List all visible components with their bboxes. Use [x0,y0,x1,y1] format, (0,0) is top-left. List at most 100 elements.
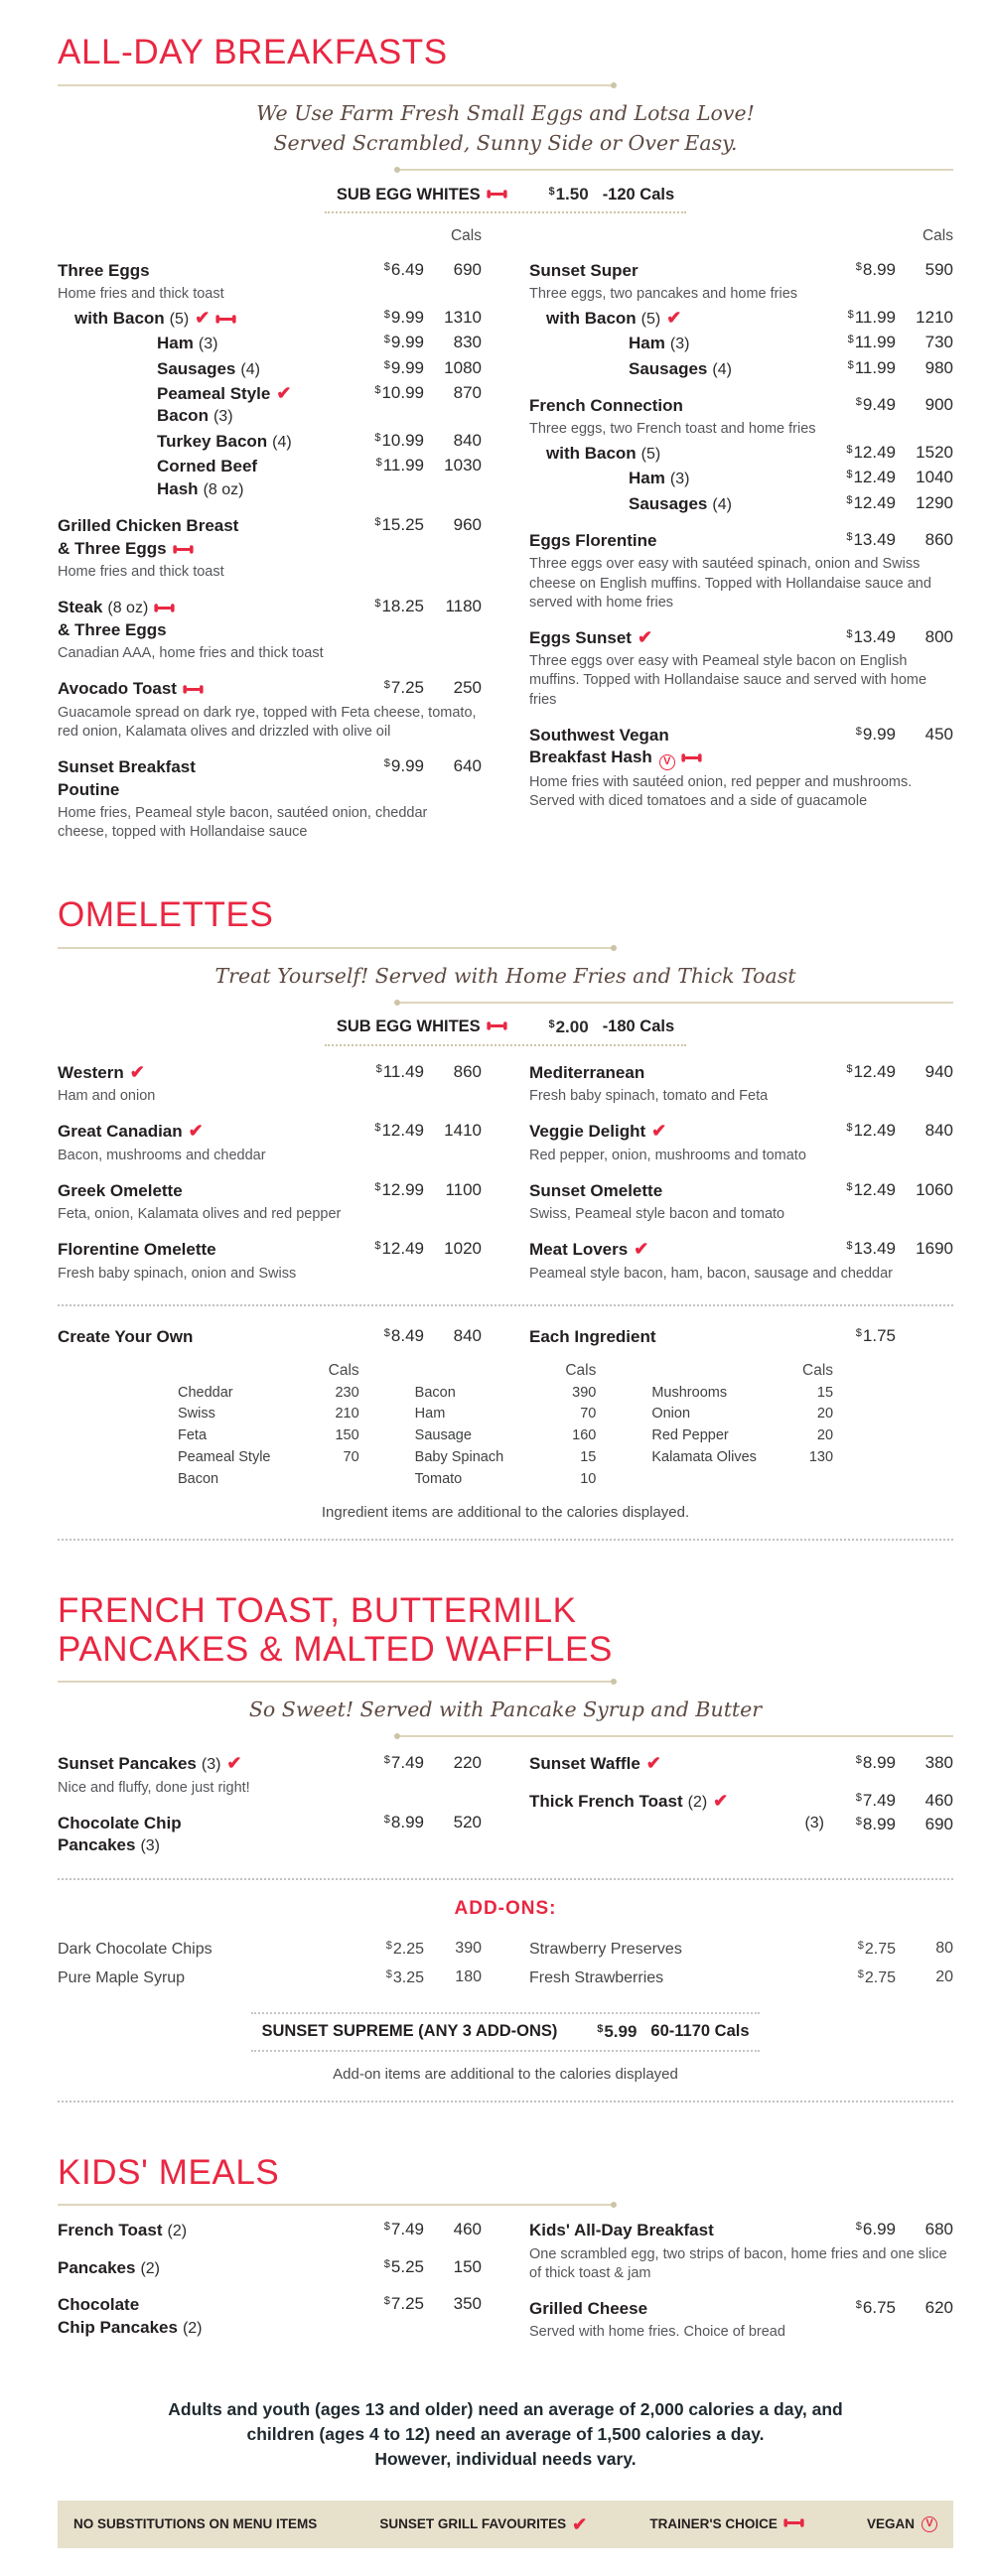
favourite-check-icon: ✔ [637,626,653,647]
currency-sign: $ [855,725,862,738]
item-name: Sunset Waffle ✔ [529,1753,830,1775]
item-cals: 220 [453,1753,482,1773]
item-qty: (3) [669,336,690,353]
trainers-choice-dumbbell-icon [487,1018,507,1035]
ingredient-cals: 20 [816,1427,834,1444]
item-name-text: Fresh Strawberries [529,1969,664,1987]
sub-banner: SUB EGG WHITES $2.00 -180 Cals [58,1017,953,1046]
ingredient-row: Tomato 10 [415,1469,597,1491]
menu-item: Sausages (4) $11.99 980 [529,358,953,380]
cals-header-label: Cals [328,1362,359,1380]
item-name-text: Poutine [58,779,120,799]
menu-item: Sunset Omelette $12.49 1060 Swiss, Peameal … [529,1180,953,1225]
menu-column: Cals Sunset Super $8.99 590 Three eggs, two … [529,227,953,845]
item-price: $11.99 [847,307,896,327]
favourite-check-icon: ✔ [651,1121,667,1142]
item-name-text: Veggie Delight [529,1122,646,1142]
item-name: Fresh Strawberries [529,1968,830,1988]
item-name: Sausages (4) [529,358,830,380]
item-price: $7.49 [383,1753,424,1773]
item-qty: (2) [182,2319,203,2337]
legend-label: SUNSET GRILL FAVOURITES [379,2516,567,2532]
item-price: $2.00 [548,1017,589,1036]
subtitle-rule [393,999,953,1006]
item-name: Greek Omelette [58,1180,358,1202]
item-cals: 1520 [916,442,953,462]
legend-item: NO SUBSTITUTIONS ON MENU ITEMS [73,2516,317,2531]
cals-header-label: Cals [450,227,482,244]
ingredient-name: Ham [414,1406,446,1423]
item-description: Home fries with sautéed onion, red peppe… [529,773,913,809]
ingredient-cals-header: Cals [651,1359,833,1382]
item-name: Florentine Omelette [58,1239,358,1261]
item-price: $2.75 [857,1939,896,1958]
favourite-check-icon: ✔ [276,383,292,403]
ingredient-row: Cheddar 230 [178,1383,359,1405]
item-name: Chocolate Chip Pancakes (2) [58,2294,358,2339]
item-price: $12.49 [846,468,896,487]
item-description: Nice and fluffy, done just right! [58,1779,250,1796]
item-name: with Bacon (5) [529,443,830,465]
cals-header-label: Cals [565,1362,597,1380]
currency-sign: $ [857,1939,864,1952]
menu-item: Sunset Pancakes (3) ✔ $7.49 220 Nice and fluf… [58,1753,482,1798]
menu-column: French Toast (2) $7.49 460 Pancakes (2) $5.25 1… [58,2218,482,2345]
item-name-text: Chocolate Chip [58,1813,182,1832]
ingredient-cals: 15 [816,1384,834,1401]
menu-item: Dark Chocolate Chips $2.25 390 [58,1940,482,1960]
ingredient-column: Cals Bacon 390 Ham 70 Sausage 160 Baby Spinach 1… [415,1359,597,1490]
item-price: $9.99 [383,333,424,352]
item-cals: 840 [924,1121,953,1141]
currency-sign: $ [383,679,390,692]
item-description: Canadian AAA, home fries and thick toast [58,645,324,662]
item-cals: 1030 [444,456,482,475]
item-cals: 840 [453,430,482,450]
dotted-divider [58,2100,953,2102]
ingredient-cals: 15 [580,1448,597,1465]
ingredient-cals: 130 [808,1448,834,1465]
item-price: $7.49 [855,1790,896,1810]
section-subtitle: Treat Yourself! Served with Home Fries a… [214,963,796,988]
item-description: Three eggs, two pancakes and home fries [529,286,798,303]
menu-item: Turkey Bacon (4) $10.99 840 [58,431,482,453]
item-name: Sausages (4) [58,358,358,380]
item-price: $6.75 [855,2297,896,2317]
legend-label: VEGAN [866,2516,915,2532]
item-name: French Toast (2) [58,2220,358,2241]
item-price: $8.99 [855,260,896,279]
menu-item: Pancakes (2) $5.25 150 [58,2257,482,2279]
menu-item: Fresh Strawberries $2.75 20 [529,1968,953,1988]
item-price: $7.25 [383,678,424,698]
vegan-icon: V [658,753,675,770]
item-name-text: Three Eggs [58,261,150,280]
item-name-text: Sausages [629,358,708,378]
item-price: $1.75 [855,1326,896,1345]
cals-header-row: Cals [529,227,953,245]
subtitle-rule [393,1733,953,1740]
legend-item: VEGAN V [866,2515,937,2532]
currency-sign: $ [383,358,390,371]
item-name-text: Breakfast Hash [529,747,652,767]
favourite-check-icon: ✔ [713,1790,729,1811]
menu-item: Florentine Omelette $12.49 1020 Fresh baby … [58,1239,482,1284]
item-price: $2.75 [857,1968,896,1987]
item-name: Veggie Delight ✔ [529,1121,830,1143]
item-cals: 800 [924,626,953,646]
currency-sign: $ [855,2221,862,2234]
item-name-text: with Bacon [546,443,637,463]
item-name-text: & Three Eggs [58,538,167,558]
item-name: Great Canadian ✔ [58,1121,358,1143]
currency-sign: $ [374,431,381,444]
item-cals: 980 [924,357,953,377]
item-price: $9.99 [383,307,424,327]
currency-sign: $ [597,2022,604,2035]
menu-item: French Connection $9.49 900 Three eggs, two… [529,395,953,440]
menu-item: Grilled Cheese $6.75 620 Served with home f… [529,2298,953,2343]
section-title: KIDS' MEALS [58,2152,280,2192]
item-name-text: Florentine Omelette [58,1240,216,1260]
menu-item: Pure Maple Syrup $3.25 180 [58,1968,482,1988]
supreme-label: SUNSET SUPREME (ANY 3 ADD-ONS) [261,2022,558,2041]
item-name-text: Sunset Waffle [529,1754,640,1774]
item-price: $7.25 [383,2294,424,2314]
